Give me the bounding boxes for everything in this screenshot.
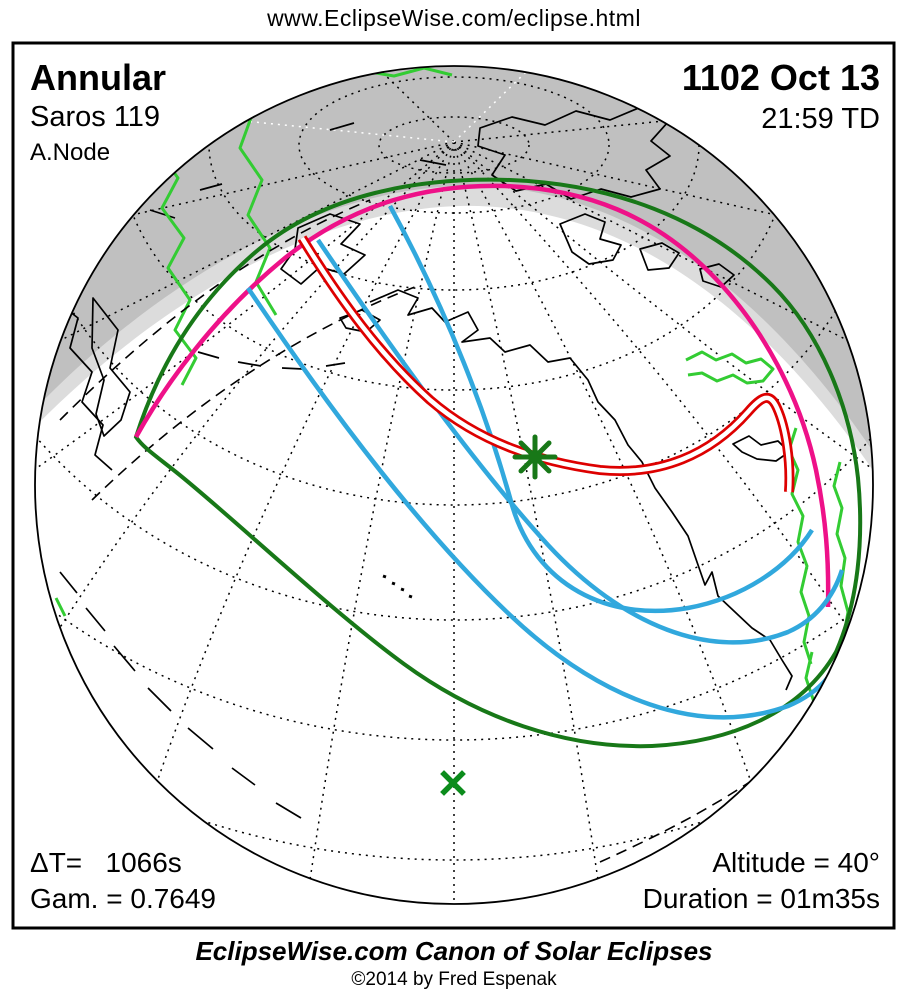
altitude-value: Altitude = 40° [712,847,880,878]
saros-label: Saros 119 [30,101,161,133]
gamma-value: Gam. = 0.7649 [30,883,217,914]
graticule-meridians-night [243,70,528,143]
eclipse-time: 21:59 TD [761,103,880,135]
subsolar-point-marker [440,770,466,796]
penumbra-limit-loop [133,177,863,749]
eclipse-date: 1102 Oct 13 [681,57,880,98]
eclipse-type-label: Annular [30,57,167,98]
magnitude-contours [246,204,851,720]
greatest-eclipse-marker [512,434,558,480]
delta-t-value: ΔT= 1066s [30,847,182,878]
central-path [297,235,795,493]
duration-value: Duration = 01m35s [642,883,880,914]
site-url: www.EclipseWise.com/eclipse.html [267,5,641,31]
copyright-credit: ©2014 by Fred Espenak [351,969,557,990]
globe-outline [34,65,874,905]
graticule-meridians [35,70,873,904]
node-label: A.Node [30,139,111,166]
canon-title: EclipseWise.com Canon of Solar Eclipses [195,936,713,966]
